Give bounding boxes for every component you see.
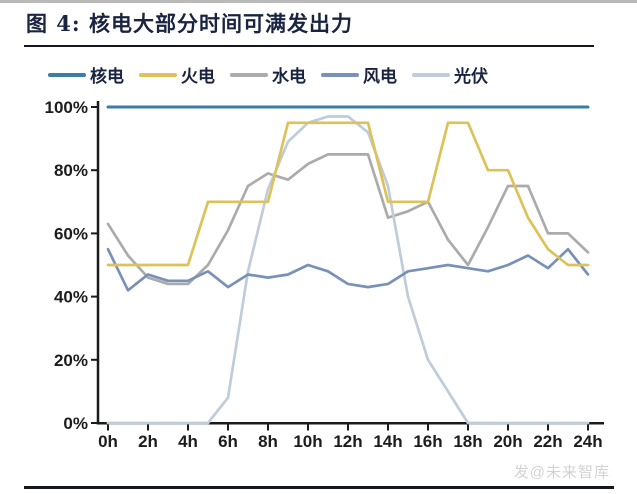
x-tick-label: 18h [453,432,482,451]
legend: 核电 火电 水电 风电 光伏 [48,62,488,87]
legend-item-solar: 光伏 [412,62,488,87]
legend-item-wind: 风电 [321,62,397,87]
legend-item-nuclear: 核电 [48,62,124,87]
x-tick-label: 10h [293,432,322,451]
series-line-thermal [106,121,590,267]
legend-swatch-hydro [230,72,268,77]
x-tick-label: 14h [373,432,402,451]
x-tick-label: 24h [573,432,602,451]
x-tick-label: 2h [138,432,158,451]
legend-label-hydro: 水电 [272,67,306,87]
x-tick-label: 12h [333,432,362,451]
legend-label-nuclear: 核电 [90,67,124,87]
x-tick-label: 0h [98,432,118,451]
legend-item-thermal: 火电 [139,62,215,87]
x-tick-label: 20h [493,432,522,451]
series-line-wind [106,247,590,292]
legend-item-hydro: 水电 [230,62,306,87]
y-tick-label: 80% [54,161,88,180]
bottom-divider [24,486,614,489]
legend-swatch-thermal [139,72,177,77]
legend-label-solar: 光伏 [454,67,488,87]
series-line-solar [106,115,590,425]
y-tick-label: 60% [54,224,88,243]
x-tick-label: 6h [218,432,238,451]
x-tick-label: 16h [413,432,442,451]
y-tick-label: 40% [54,288,88,307]
top-border-strip [0,0,637,3]
watermark: 发@未来智库 [513,464,610,481]
y-tick-label: 20% [54,351,88,370]
y-tick-label: 100% [45,98,88,117]
title-divider [24,45,594,47]
legend-label-thermal: 火电 [181,67,215,87]
series-line-hydro [106,153,590,286]
page-title: 图 4: 核电大部分时间可满发出力 [26,11,353,36]
legend-label-wind: 风电 [363,67,397,87]
x-tick-label: 8h [258,432,278,451]
legend-swatch-nuclear [48,72,86,77]
legend-swatch-solar [412,72,450,77]
legend-swatch-wind [321,72,359,77]
x-tick-label: 4h [178,432,198,451]
y-tick-label: 0% [63,414,88,433]
x-tick-label: 22h [533,432,562,451]
